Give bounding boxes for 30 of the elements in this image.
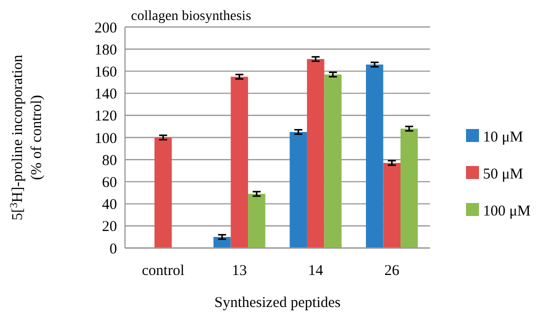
bar (366, 64, 384, 248)
y-tick-label: 0 (110, 241, 117, 258)
bar (154, 138, 172, 248)
y-tick-label: 60 (102, 174, 117, 191)
y-tick-label: 200 (94, 20, 117, 36)
legend-label: 10 μM (483, 129, 524, 146)
legend-label: 50 μM (483, 166, 524, 182)
x-tick-label: 26 (384, 263, 400, 279)
bar (306, 59, 324, 248)
x-axis-title: Synthesized peptides (214, 295, 341, 311)
bar (324, 74, 342, 248)
bar (213, 236, 231, 248)
bar (383, 162, 401, 248)
y-tick-label: 180 (94, 42, 117, 58)
chart-title: collagen biosynthesis (131, 9, 252, 24)
legend-label: 100 μM (483, 203, 531, 220)
x-tick-label: control (142, 263, 184, 279)
y-tick-label: 20 (102, 219, 117, 236)
y-tick-label: 100 (94, 130, 117, 147)
y-tick-label: 120 (94, 108, 117, 125)
y-tick-label: 80 (102, 152, 117, 169)
y-tick-label: 160 (94, 64, 117, 80)
y-tick-label: 140 (94, 86, 117, 103)
y-tick-label: 40 (102, 197, 117, 214)
bar (230, 76, 248, 248)
x-tick-label: 13 (232, 263, 247, 279)
bar (400, 128, 418, 248)
bar (290, 132, 307, 248)
bar (248, 194, 266, 248)
x-tick-label: 14 (308, 263, 324, 279)
